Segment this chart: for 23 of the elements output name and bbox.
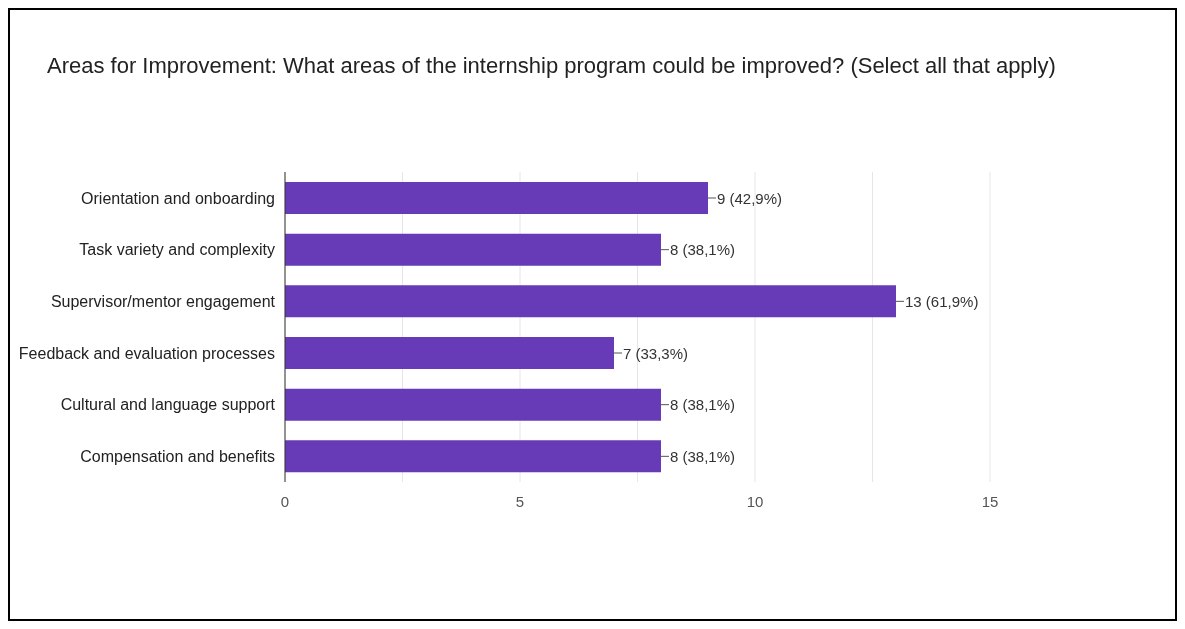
y-tick-label: Compensation and benefits: [80, 447, 275, 465]
bar: [285, 440, 661, 473]
data-label: 9 (42,9%): [717, 189, 783, 207]
bar: [285, 337, 614, 369]
y-tick-label: Orientation and onboarding: [81, 189, 275, 207]
y-tick-label: Cultural and language support: [60, 396, 276, 414]
x-tick-label: 0: [280, 492, 290, 510]
bar: [285, 182, 708, 214]
bar: [285, 285, 896, 318]
y-tick-label: Task variety and complexity: [79, 241, 275, 259]
data-label: 13 (61,9%): [905, 292, 979, 310]
x-tick-label: 15: [981, 492, 999, 510]
data-label: 7 (33,3%): [623, 344, 689, 362]
bar: [285, 233, 661, 266]
data-label: 8 (38,1%): [670, 447, 736, 465]
x-tick-label: 5: [515, 492, 525, 510]
chart-title: Areas for Improvement: What areas of the internship program could be improved? (Select all that apply): [47, 52, 1057, 80]
data-label: 8 (38,1%): [670, 396, 736, 414]
y-tick-label: Supervisor/mentor engagement: [50, 292, 276, 310]
bar: [285, 388, 661, 421]
data-label: 8 (38,1%): [670, 241, 736, 259]
x-tick-label: 10: [746, 492, 764, 510]
y-tick-label: Feedback and evaluation processes: [18, 344, 275, 362]
